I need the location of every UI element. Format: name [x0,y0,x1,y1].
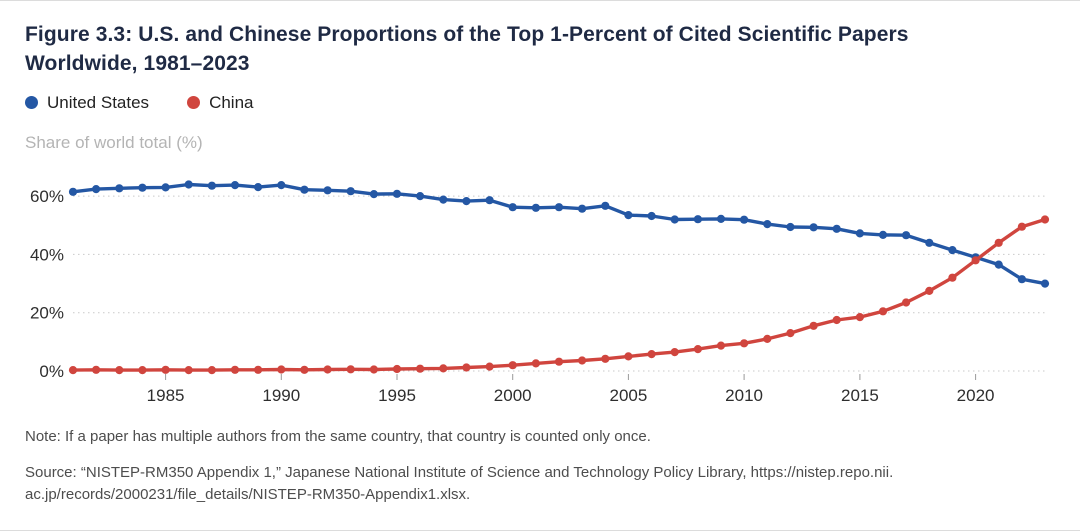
legend-dot-united-states [25,96,38,110]
svg-text:40%: 40% [30,245,64,264]
figure-note: Note: If a paper has multiple authors fr… [25,427,651,445]
legend-item-china: China [187,93,253,113]
svg-text:1995: 1995 [378,386,416,405]
chart-canvas: 0% 20% 40% 60% 1985 1990 1995 2000 2005 2010 2015 2… [30,180,1050,405]
svg-text:2015: 2015 [841,386,879,405]
line-chart: 0% 20% 40% 60% 1985 1990 1995 2000 2005 2010 2015 2… [25,159,1055,412]
svg-text:20%: 20% [30,304,64,323]
legend-dot-china [187,96,201,110]
figure-page: Figure 3.3: U.S. and Chinese Proportions… [0,1,1080,507]
figure-source: Source: “NISTEP-RM350 Appendix 1,” Japan… [25,462,1055,507]
svg-text:2010: 2010 [725,386,763,405]
svg-text:2000: 2000 [494,386,532,405]
figure-source-line2: ac.jp/records/2000231/file_details/NISTE… [25,486,471,504]
legend-label-united-states: United States [47,92,150,112]
svg-text:2005: 2005 [609,386,647,405]
svg-text:2020: 2020 [957,386,995,405]
legend-item-united-states: United States [25,93,149,113]
svg-text:1990: 1990 [262,386,300,405]
chart-legend: United States China [25,93,1055,113]
svg-text:60%: 60% [30,187,64,206]
y-axis-title: Share of world total (%) [25,132,203,152]
figure-title: Figure 3.3: U.S. and Chinese Proportions… [25,23,909,75]
figure-source-line1: Source: “NISTEP-RM350 Appendix 1,” Japan… [25,463,894,481]
svg-text:1985: 1985 [147,386,185,405]
svg-text:0%: 0% [39,362,64,381]
legend-label-china: China [209,92,254,112]
